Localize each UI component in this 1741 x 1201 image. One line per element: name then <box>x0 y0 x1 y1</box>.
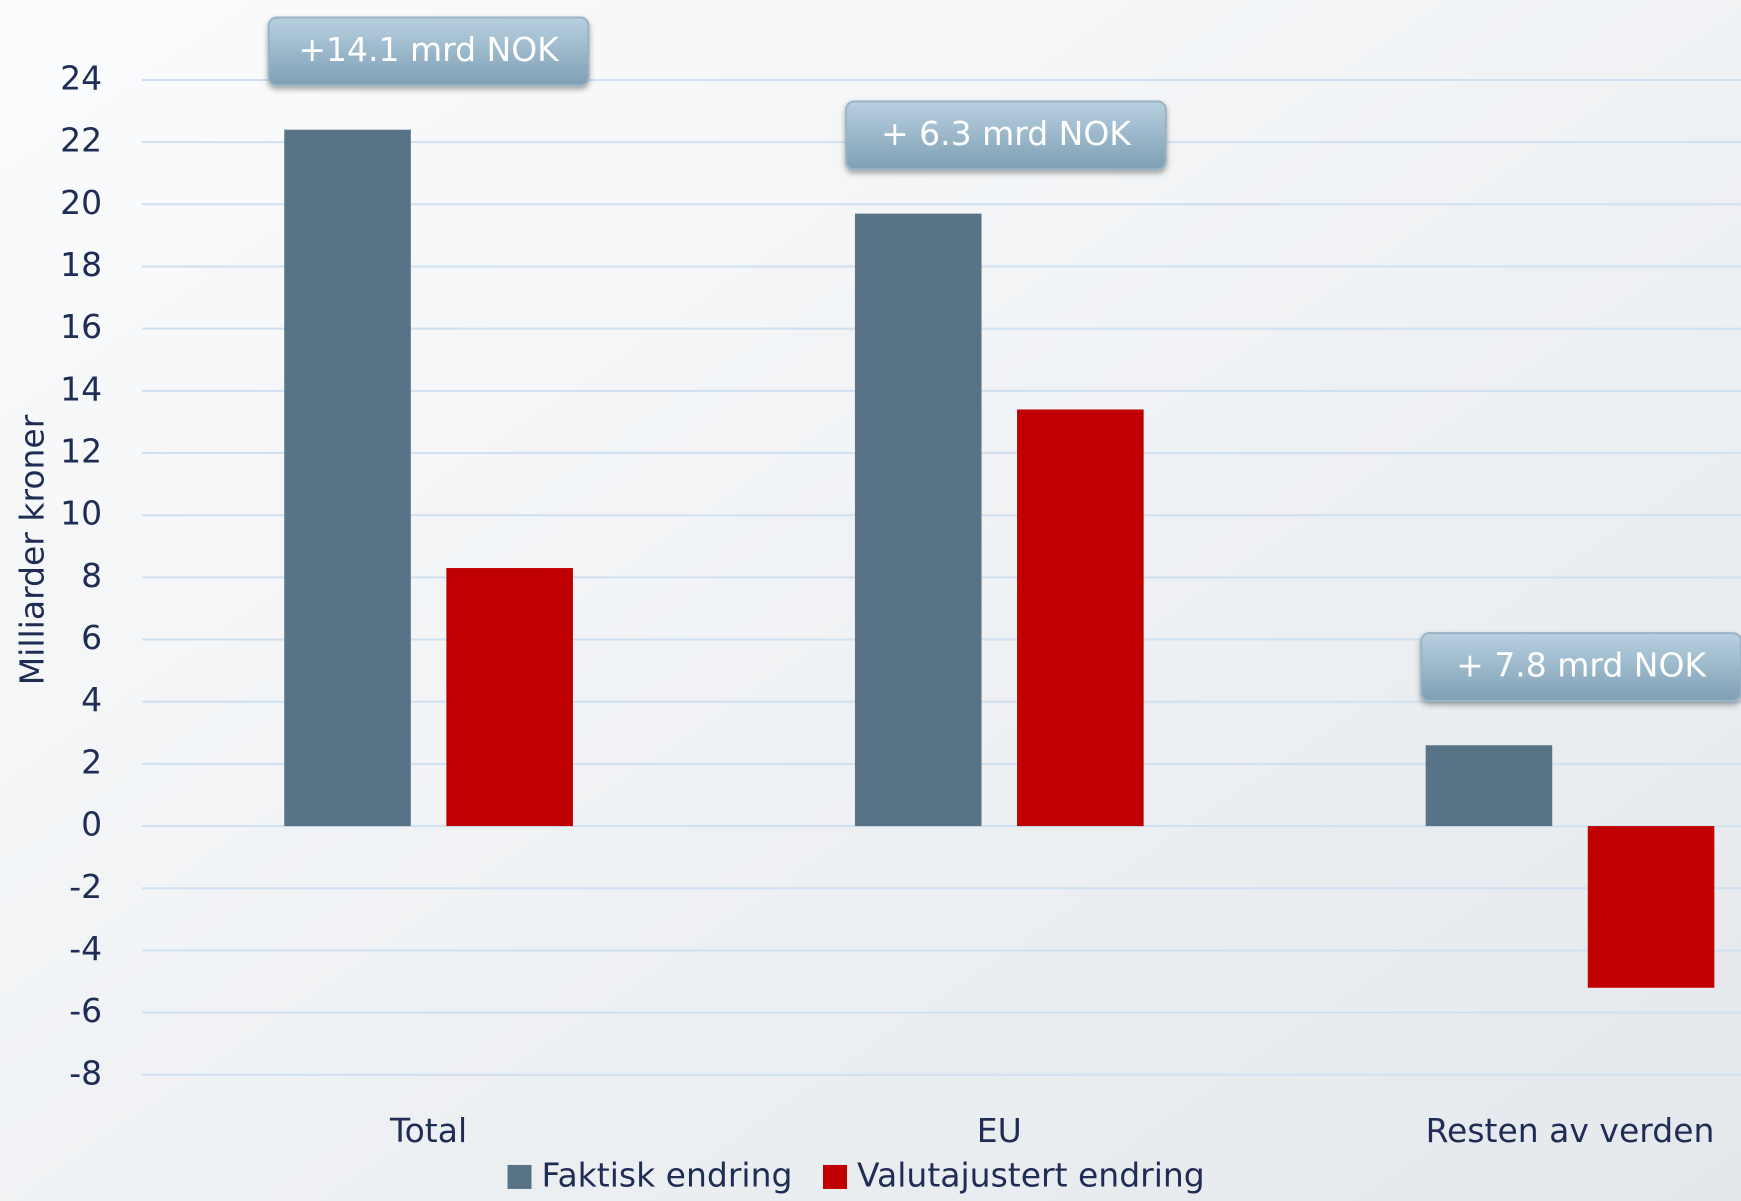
x-tick-label: EU <box>977 1111 1022 1150</box>
y-tick-label: 10 <box>60 494 102 533</box>
y-tick-label: 14 <box>60 369 102 408</box>
y-tick-label: 6 <box>81 618 102 657</box>
y-tick-label: 24 <box>60 58 102 97</box>
legend-label: Valutajustert endring <box>857 1155 1205 1194</box>
y-tick-label: 4 <box>81 680 102 719</box>
y-tick-label: -2 <box>69 867 102 906</box>
y-tick-label: 8 <box>81 556 102 595</box>
bar <box>446 568 573 827</box>
annotation-box <box>267 16 590 87</box>
y-tick-label: -4 <box>69 929 102 968</box>
legend-swatch <box>823 1164 847 1189</box>
y-tick-label: 18 <box>60 245 102 284</box>
y-tick-label: 0 <box>81 805 102 844</box>
y-tick-label: 12 <box>60 432 102 471</box>
y-tick-label: 2 <box>81 742 102 781</box>
y-axis-label: Milliarder kroner <box>13 414 52 685</box>
legend-label: Faktisk endring <box>542 1155 793 1194</box>
annotation: + 7.8 mrd NOK <box>1456 645 1707 684</box>
bar <box>854 213 982 827</box>
y-tick-label: -8 <box>69 1053 102 1092</box>
annotation: +14.1 mrd NOK <box>298 30 560 69</box>
y-tick-label: 20 <box>60 183 102 222</box>
y-tick-label: 16 <box>60 307 102 346</box>
bar <box>284 129 411 827</box>
annotation: + 6.3 mrd NOK <box>881 114 1132 153</box>
bar <box>1425 745 1553 827</box>
y-tick-label: 22 <box>60 121 102 160</box>
bar <box>1017 409 1144 827</box>
legend-swatch <box>507 1164 532 1189</box>
x-tick-label: Total <box>389 1111 467 1150</box>
bar <box>1587 826 1715 988</box>
y-tick-label: -6 <box>69 991 102 1030</box>
annotation-box <box>1420 632 1741 702</box>
annotation-box <box>845 100 1167 171</box>
x-tick-label: Resten av verden <box>1426 1111 1715 1150</box>
